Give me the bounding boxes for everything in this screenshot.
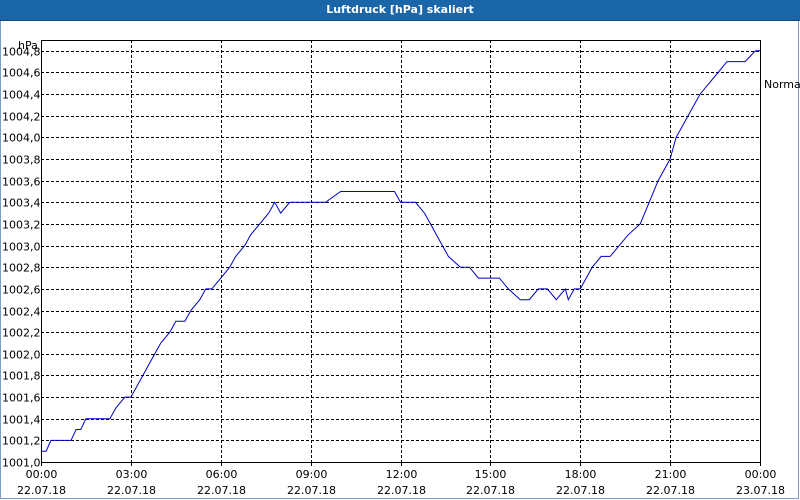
x-tick-time-label: 00:00 xyxy=(26,468,58,481)
x-tick-date-label: 22.07.18 xyxy=(466,484,515,497)
chart-title: Luftdruck [hPa] skaliert xyxy=(326,3,474,16)
y-tick-label: 1001,6 xyxy=(2,392,41,405)
y-tick-label: 1002,6 xyxy=(2,284,41,297)
y-tick-label: 1004,0 xyxy=(2,132,41,145)
x-tick-date-label: 23.07.18 xyxy=(736,484,785,497)
y-tick-label: 1003,0 xyxy=(2,241,41,254)
x-tick-date-label: 22.07.18 xyxy=(107,484,156,497)
y-axis-ticks: 1001,0 1001,2 1001,4 1001,6 1001,8 1002,0 1002… xyxy=(2,46,41,470)
y-tick-label: 1003,6 xyxy=(2,176,41,189)
title-bar: Luftdruck [hPa] skaliert xyxy=(0,0,800,21)
y-tick-label: 1004,4 xyxy=(2,89,41,102)
y-axis-unit-label: hPa xyxy=(18,39,38,52)
y-tick-label: 1003,2 xyxy=(2,219,41,232)
x-tick-time-label: 15:00 xyxy=(475,468,507,481)
x-tick-date-label: 22.07.18 xyxy=(17,484,66,497)
x-tick-time-label: 00:00 xyxy=(745,468,777,481)
x-tick-time-label: 03:00 xyxy=(116,468,148,481)
y-tick-label: 1003,4 xyxy=(2,197,41,210)
x-tick-time-label: 18:00 xyxy=(565,468,597,481)
y-tick-label: 1002,0 xyxy=(2,349,41,362)
series-line xyxy=(41,50,760,452)
y-tick-label: 1001,0 xyxy=(2,457,41,470)
x-tick-time-label: 12:00 xyxy=(386,468,418,481)
x-tick-time-label: 09:00 xyxy=(296,468,328,481)
y-tick-label: 1004,2 xyxy=(2,111,41,124)
y-tick-label: 1003,8 xyxy=(2,154,41,167)
x-axis-ticks: 00:00 22.07.18 03:00 22.07.18 06:00 22.07.18 0… xyxy=(17,462,785,497)
y-tick-label: 1001,4 xyxy=(2,414,41,427)
x-tick-date-label: 22.07.18 xyxy=(556,484,605,497)
x-tick-time-label: 06:00 xyxy=(206,468,238,481)
y-tick-label: 1002,2 xyxy=(2,327,41,340)
y-tick-label: 1001,2 xyxy=(2,435,41,448)
x-tick-date-label: 22.07.18 xyxy=(197,484,246,497)
grid xyxy=(41,40,760,463)
x-tick-date-label: 22.07.18 xyxy=(287,484,336,497)
y-tick-label: 1004,8 xyxy=(2,46,41,59)
y-tick-label: 1001,8 xyxy=(2,370,41,383)
y-tick-label: 1002,8 xyxy=(2,262,41,275)
y-tick-label: 1004,6 xyxy=(2,67,41,80)
x-tick-date-label: 22.07.18 xyxy=(377,484,426,497)
y-tick-label: 1002,4 xyxy=(2,306,41,319)
legend-label-normal: Normal xyxy=(764,78,800,91)
x-tick-date-label: 22.07.18 xyxy=(646,484,695,497)
chart-frame xyxy=(0,21,799,499)
x-tick-time-label: 21:00 xyxy=(655,468,687,481)
